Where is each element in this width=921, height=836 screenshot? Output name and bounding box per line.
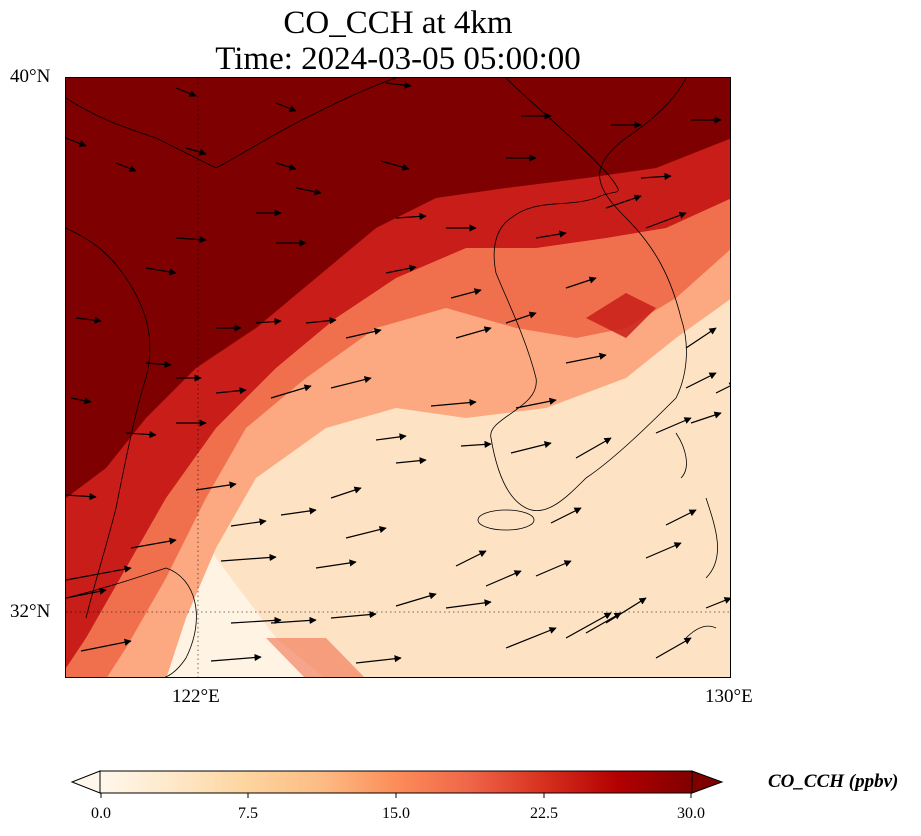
wind-vector-arrow — [66, 137, 87, 147]
wind-vector-arrow — [66, 587, 107, 599]
colorbar-tick: 0.0 — [91, 805, 111, 822]
wind-vector-arrow — [460, 440, 492, 449]
wind-vector-arrow — [655, 637, 692, 659]
wind-vector-arrow — [685, 327, 717, 349]
wind-vector-arrow — [605, 194, 642, 209]
wind-vector-arrow — [505, 627, 557, 649]
coastlines — [66, 78, 718, 677]
wind-vector-arrow — [275, 102, 297, 112]
wind-vector-arrow — [385, 81, 412, 89]
wind-vector-arrow — [715, 382, 730, 394]
wind-vector-arrow — [585, 612, 622, 634]
wind-vector-arrow — [485, 570, 522, 587]
wind-vector-arrow — [535, 560, 572, 577]
wind-vector-arrow — [345, 526, 387, 539]
wind-vector-arrow — [445, 599, 492, 609]
wind-vector-arrow — [270, 384, 312, 399]
wind-vector-arrow — [605, 597, 647, 624]
wind-vector-arrow — [305, 317, 337, 325]
wind-vector-arrow — [230, 518, 267, 527]
wind-vector-arrow — [255, 317, 282, 326]
co-field-map — [66, 78, 730, 677]
wind-vector-arrow — [665, 509, 697, 526]
wind-vector-arrow — [510, 441, 552, 454]
colorbar-extend-min — [70, 770, 101, 794]
wind-vector-arrow — [395, 592, 437, 607]
wind-vector-arrow — [175, 87, 197, 97]
wind-vector-arrow — [115, 162, 137, 172]
wind-vector-arrow — [210, 653, 262, 662]
wind-vector-arrow — [430, 398, 477, 407]
colorbar-tick: 7.5 — [238, 805, 258, 822]
wind-vector-arrow — [230, 616, 282, 624]
wind-vector-arrow — [330, 610, 377, 619]
wind-vector-arrow — [380, 160, 410, 171]
wind-vector-arrow — [145, 360, 172, 369]
wind-vector-arrow — [75, 316, 102, 324]
wind-vector-arrow — [655, 417, 692, 434]
wind-vector-arrow — [565, 352, 607, 364]
wind-vector-arrow — [295, 187, 322, 196]
wind-vector-arrow — [330, 486, 362, 499]
lon-label-122e: 122°E — [172, 686, 220, 707]
wind-vector-arrow — [195, 481, 237, 491]
wind-vector-arrow — [565, 276, 597, 289]
wind-vector-arrow — [275, 162, 297, 171]
wind-vector-arrow — [66, 565, 132, 581]
wind-vector-arrow — [645, 542, 682, 559]
wind-vector-arrow — [145, 267, 177, 276]
wind-vector-arrow — [175, 235, 207, 244]
wind-vector-arrow — [395, 457, 427, 465]
wind-vector-arrow — [66, 492, 97, 501]
wind-vector-arrow — [705, 597, 730, 609]
wind-vector-arrow — [220, 553, 277, 562]
wind-vector-arrow — [80, 638, 132, 652]
colorbar-extend-max — [691, 770, 724, 794]
wind-vector-arrow — [375, 433, 407, 441]
wind-vector-arrow — [185, 147, 207, 156]
wind-vector-arrow — [565, 612, 612, 639]
gridlines — [66, 78, 730, 677]
wind-vector-arrow — [70, 397, 92, 405]
wind-vector-arrow — [130, 537, 177, 549]
wind-vector-arrow — [125, 430, 157, 439]
lat-label-40n: 40°N — [10, 66, 51, 87]
wind-vector-arrow — [330, 376, 372, 389]
wind-vector-arrow — [315, 559, 357, 569]
wind-vector-arrow — [270, 616, 317, 625]
wind-vector-arrow — [535, 230, 567, 239]
wind-vector-arrow — [550, 507, 582, 524]
map-panel — [65, 77, 731, 678]
colorbar-tick: 15.0 — [382, 805, 410, 822]
wind-vector-arrow — [515, 397, 557, 409]
wind-vector-arrow — [505, 311, 537, 324]
lon-label-130e: 130°E — [705, 686, 753, 707]
wind-vector-arrow — [455, 326, 492, 339]
wind-vector-arrow — [685, 372, 717, 389]
colorbar-label: CO_CCH (ppbv) — [768, 771, 899, 792]
wind-vector-arrow — [215, 387, 247, 395]
wind-vectors — [66, 81, 730, 664]
map-subtitle-time: Time: 2024-03-05 05:00:00 — [215, 41, 581, 77]
colorbar-tick: 22.5 — [530, 805, 558, 822]
wind-vector-arrow — [455, 550, 487, 567]
wind-vector-arrow — [575, 437, 612, 459]
wind-vector-arrow — [645, 211, 687, 229]
wind-vector-arrow — [395, 212, 427, 221]
colorbar-body — [99, 770, 693, 794]
wind-vector-arrow — [450, 288, 482, 299]
wind-vector-arrow — [280, 507, 317, 516]
field-high — [66, 78, 730, 498]
wind-vector-arrow — [385, 264, 417, 274]
wind-vector-arrow — [345, 327, 382, 339]
wind-vector-arrow — [355, 655, 402, 664]
colorbar-tick: 30.0 — [677, 805, 705, 822]
wind-vector-arrow — [640, 172, 672, 181]
lat-label-32n: 32°N — [10, 601, 51, 622]
map-title: CO_CCH at 4km — [283, 5, 513, 41]
wind-vector-arrow — [690, 411, 722, 424]
